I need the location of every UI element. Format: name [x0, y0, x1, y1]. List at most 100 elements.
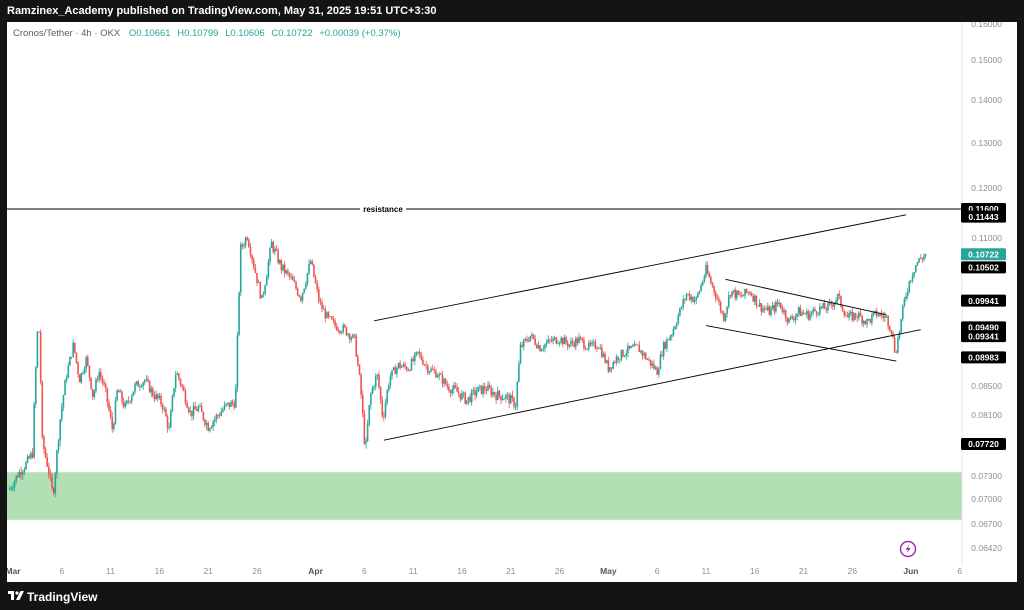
candle-body: [337, 330, 340, 332]
candle-body: [440, 373, 442, 375]
candle-body: [535, 344, 538, 349]
candle-body: [501, 398, 504, 401]
price-badge: [961, 294, 1006, 307]
candle-body: [365, 441, 367, 444]
price-badge-label: 0.11600: [968, 204, 999, 214]
candle-body: [399, 362, 401, 368]
lightning-icon[interactable]: [899, 540, 917, 558]
candle-body: [871, 314, 873, 323]
candle-body: [766, 306, 769, 310]
candle-body: [38, 331, 40, 333]
candle-body: [706, 264, 709, 274]
y-tick-label: 0.15000: [971, 55, 1002, 65]
candle-body: [765, 308, 767, 310]
candle-body: [448, 386, 450, 391]
candle-body: [806, 311, 808, 315]
candle-body: [744, 288, 746, 296]
candle-body: [581, 338, 584, 340]
candle-body: [186, 402, 188, 408]
candle-body: [477, 386, 480, 392]
candle-body: [101, 377, 104, 383]
candle-body: [54, 473, 57, 494]
candle-body: [145, 379, 148, 381]
candle-body: [726, 306, 728, 314]
candle-body: [555, 337, 558, 344]
candle-body: [877, 315, 880, 317]
candle-body: [747, 292, 750, 294]
candle-body: [578, 337, 580, 344]
candle-body: [801, 312, 803, 316]
candle-body: [527, 340, 530, 342]
candle-body: [418, 351, 421, 355]
candle-body: [18, 471, 21, 478]
candle-body: [832, 304, 834, 307]
candle-body: [684, 299, 686, 301]
candle-body: [127, 400, 130, 402]
candle-body: [454, 385, 457, 388]
candle-body: [848, 313, 850, 318]
candle-body: [500, 395, 502, 401]
candle-body: [604, 353, 606, 363]
candle-body: [174, 374, 177, 389]
candle-body: [649, 359, 652, 366]
candle-body: [26, 456, 29, 463]
candle-body: [506, 394, 509, 396]
candle-body: [160, 395, 162, 405]
candle-body: [74, 342, 76, 353]
candle-body: [21, 472, 24, 475]
candle-body: [122, 401, 125, 407]
candle-body: [394, 367, 397, 375]
candle-body: [91, 389, 94, 397]
candle-body: [291, 276, 294, 281]
x-tick-label: Apr: [308, 566, 323, 576]
candle-body: [215, 415, 218, 420]
candle-body: [420, 354, 423, 360]
candle-body: [513, 397, 515, 407]
candle-body: [392, 367, 395, 371]
candle-body: [856, 317, 859, 319]
candle-body: [243, 245, 245, 247]
candle-body: [233, 403, 236, 408]
chart-area[interactable]: resistance Cronos/Tether · 4h · OKX O0.1…: [5, 19, 1017, 582]
x-tick-label: 26: [252, 566, 262, 576]
candle-body: [171, 395, 174, 412]
candle-body: [147, 379, 149, 382]
candle-body: [845, 315, 847, 317]
candle-body: [64, 380, 66, 396]
candle-body: [633, 343, 636, 347]
candle-body: [23, 469, 26, 473]
candle-body: [413, 353, 416, 362]
candle-body: [687, 293, 689, 295]
candle-body: [631, 346, 634, 348]
candle-body: [762, 308, 764, 312]
candle-body: [903, 298, 906, 306]
candle-body: [802, 312, 805, 314]
x-tick-label: 6: [655, 566, 660, 576]
candle-body: [784, 310, 787, 319]
candle-body: [617, 357, 619, 361]
candle-body: [168, 427, 170, 429]
candle-body: [807, 311, 810, 320]
candle-body: [25, 462, 27, 470]
candle-body: [77, 362, 79, 375]
candle-body: [750, 293, 753, 296]
candle-body: [830, 302, 833, 305]
candle-body: [313, 264, 315, 278]
candle-body: [65, 377, 68, 381]
candle-body: [96, 379, 99, 381]
candle-body: [85, 357, 87, 369]
candle-body: [246, 237, 249, 240]
candle-body: [70, 356, 73, 358]
candle-body: [607, 360, 610, 372]
candle-body: [921, 258, 924, 260]
candle-body: [256, 272, 258, 283]
candle-body: [703, 276, 706, 282]
price-chart[interactable]: resistance Cronos/Tether · 4h · OKX O0.1…: [5, 19, 1017, 582]
candle-body: [49, 474, 52, 477]
candle-body: [384, 403, 387, 417]
candle-body: [425, 364, 427, 366]
candle-body: [597, 348, 600, 350]
x-tick-label: 6: [957, 566, 962, 576]
candle-body: [213, 419, 216, 422]
candle-body: [361, 394, 364, 414]
